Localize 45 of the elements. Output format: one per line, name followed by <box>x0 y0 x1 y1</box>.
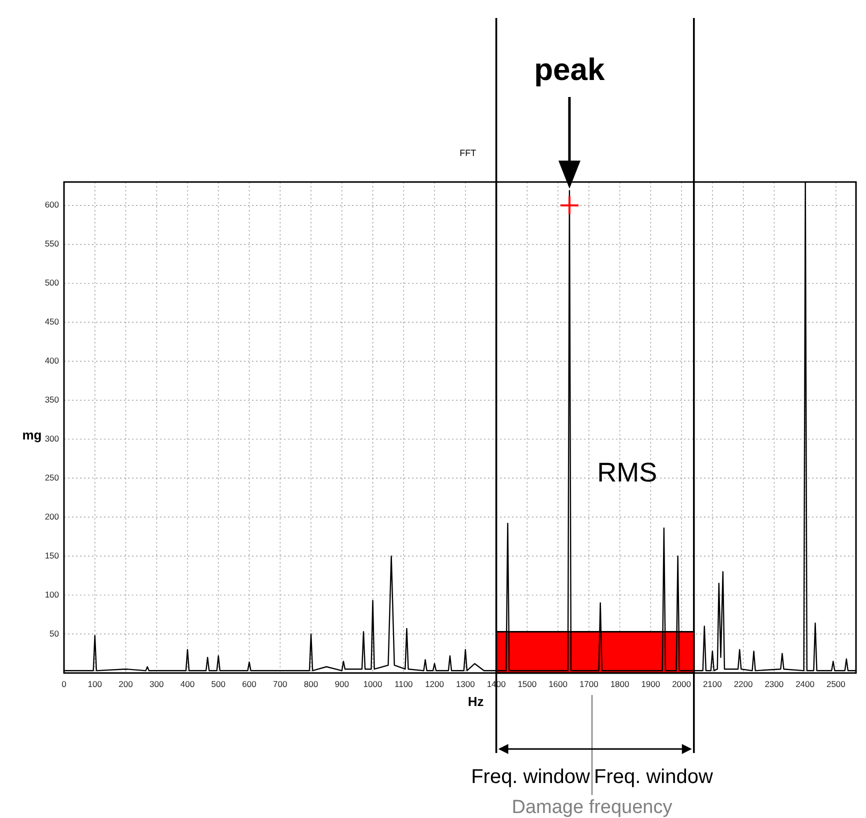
y-tick-label: 350 <box>44 394 60 404</box>
x-tick-label: 2000 <box>672 679 692 689</box>
x-tick-label: 2300 <box>764 679 784 689</box>
text: Freq. window <box>471 766 591 788</box>
x-tick-label: 2200 <box>734 679 754 689</box>
x-tick-label: 1900 <box>641 679 660 689</box>
x-tick-label: 1300 <box>456 679 476 689</box>
y-tick-label: 450 <box>44 316 60 327</box>
x-tick-label: 1000 <box>363 679 382 689</box>
x-tick-label: 1800 <box>610 679 630 689</box>
x-tick-label: 600 <box>242 679 257 689</box>
y-tick-label: 100 <box>44 589 60 600</box>
y-tick-label: 150 <box>44 550 60 560</box>
y-tick-label: 550 <box>44 238 60 249</box>
x-tick-label: 2500 <box>826 679 846 689</box>
y-tick-label: 500 <box>44 278 60 288</box>
chart-title: FFT <box>460 148 477 158</box>
x-tick-label: 500 <box>211 679 226 689</box>
y-tick-label: 400 <box>44 356 60 366</box>
x-tick-label: 2100 <box>702 679 722 689</box>
y-tick-label: 200 <box>44 511 60 522</box>
x-tick-label: 300 <box>150 679 164 689</box>
y-tick-label: 300 <box>44 433 60 444</box>
x-tick-label: 400 <box>180 679 195 689</box>
text: RMS <box>597 458 658 488</box>
x-tick-label: 1200 <box>425 679 444 689</box>
y-tick-label: 600 <box>44 200 60 210</box>
text: Freq. window <box>594 766 714 788</box>
x-tick-label: 0 <box>62 679 67 689</box>
text: peak <box>534 52 606 87</box>
x-tick-label: 1500 <box>518 679 537 689</box>
y-tick-label: 50 <box>50 628 60 638</box>
x-tick-label: 1600 <box>548 679 568 689</box>
x-tick-label: 700 <box>273 679 288 689</box>
x-tick-label: 100 <box>88 679 102 689</box>
ref-line-label: Damage frequency <box>512 797 673 818</box>
x-tick-label: 2400 <box>796 679 815 689</box>
x-tick-label: 800 <box>304 679 318 689</box>
x-tick-label: 1100 <box>394 679 414 689</box>
y-axis-title: mg <box>22 428 42 442</box>
x-tick-label: 1700 <box>579 679 599 689</box>
x-tick-label: 900 <box>334 679 350 689</box>
x-tick-label: 200 <box>118 679 134 689</box>
y-tick-label: 250 <box>44 472 60 482</box>
x-axis-title: Hz <box>468 694 484 709</box>
